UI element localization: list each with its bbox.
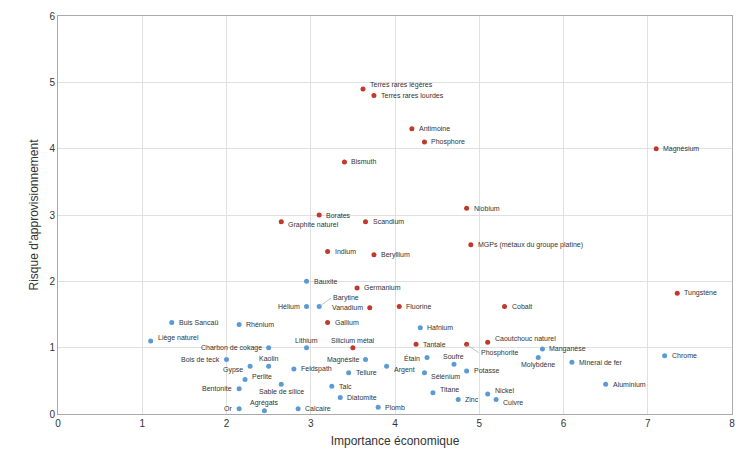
- svg-text:Phosphorite: Phosphorite: [481, 349, 518, 357]
- svg-text:Bismuth: Bismuth: [351, 158, 376, 165]
- svg-text:Hafnium: Hafnium: [427, 324, 453, 331]
- svg-text:Calcaire: Calcaire: [305, 405, 331, 412]
- svg-text:Gypse: Gypse: [223, 366, 243, 374]
- svg-text:2: 2: [224, 418, 230, 429]
- svg-text:Kaolin: Kaolin: [259, 355, 279, 362]
- svg-text:Sélénium: Sélénium: [431, 373, 460, 380]
- svg-text:Diatomite: Diatomite: [347, 394, 377, 401]
- svg-text:Charbon de cokage: Charbon de cokage: [201, 344, 262, 352]
- svg-text:Tungstène: Tungstène: [684, 289, 717, 297]
- svg-text:6: 6: [561, 418, 567, 429]
- svg-text:Lithium: Lithium: [295, 337, 318, 344]
- svg-text:Barytine: Barytine: [333, 294, 359, 302]
- svg-text:Potasse: Potasse: [474, 367, 499, 374]
- svg-text:Phosphore: Phosphore: [431, 138, 465, 146]
- svg-text:Argent: Argent: [394, 366, 415, 374]
- svg-text:MGPs (métaux du groupe platine: MGPs (métaux du groupe platine): [478, 241, 583, 249]
- svg-text:Plomb: Plomb: [385, 404, 405, 411]
- svg-text:Borates: Borates: [326, 212, 351, 219]
- svg-text:Molybdène: Molybdène: [521, 361, 555, 369]
- svg-text:Beryllium: Beryllium: [381, 251, 410, 259]
- svg-text:Aluminium: Aluminium: [613, 381, 646, 388]
- svg-text:Bentonite: Bentonite: [202, 385, 232, 392]
- svg-text:Rhénium: Rhénium: [246, 321, 274, 328]
- svg-text:Risque d'approvisionnement: Risque d'approvisionnement: [27, 139, 41, 291]
- svg-text:6: 6: [49, 11, 55, 22]
- svg-text:Sable de silice: Sable de silice: [259, 388, 304, 395]
- svg-text:Tellure: Tellure: [356, 369, 377, 376]
- svg-text:Zinc: Zinc: [465, 396, 479, 403]
- svg-text:Fluorine: Fluorine: [406, 303, 431, 310]
- svg-text:Titane: Titane: [440, 386, 459, 393]
- svg-text:Germanium: Germanium: [364, 284, 401, 291]
- svg-text:Magnésite: Magnésite: [327, 356, 359, 364]
- svg-text:7: 7: [645, 418, 651, 429]
- svg-text:Liège naturel: Liège naturel: [158, 334, 199, 342]
- svg-text:Hélium: Hélium: [278, 303, 300, 310]
- svg-text:Niobium: Niobium: [474, 205, 500, 212]
- svg-text:8: 8: [729, 418, 735, 429]
- svg-text:4: 4: [49, 143, 55, 154]
- svg-text:Caoutchouc naturel: Caoutchouc naturel: [495, 335, 556, 342]
- svg-text:Terres rares légères: Terres rares légères: [370, 81, 433, 89]
- svg-text:Perlite: Perlite: [252, 373, 272, 380]
- svg-text:4: 4: [392, 418, 398, 429]
- svg-text:Or: Or: [224, 405, 232, 412]
- svg-text:Étain: Étain: [404, 354, 420, 362]
- svg-text:Bois de teck: Bois de teck: [181, 356, 220, 363]
- svg-text:Magnésium: Magnésium: [663, 145, 699, 153]
- svg-text:Silicium métal: Silicium métal: [331, 337, 375, 344]
- svg-text:Bauxite: Bauxite: [314, 278, 337, 285]
- svg-text:0: 0: [55, 418, 61, 429]
- svg-text:Buis Sancaü: Buis Sancaü: [179, 319, 218, 326]
- svg-text:Feldspath: Feldspath: [301, 365, 332, 373]
- svg-text:Cobalt: Cobalt: [512, 303, 532, 310]
- svg-text:5: 5: [49, 77, 55, 88]
- svg-text:1: 1: [139, 418, 145, 429]
- svg-text:Talc: Talc: [339, 383, 352, 390]
- svg-text:1: 1: [49, 342, 55, 353]
- svg-text:Soufre: Soufre: [443, 353, 464, 360]
- svg-text:Antimoine: Antimoine: [419, 125, 450, 132]
- svg-text:3: 3: [49, 210, 55, 221]
- svg-text:2: 2: [49, 276, 55, 287]
- svg-text:Agrégats: Agrégats: [250, 399, 279, 407]
- svg-text:3: 3: [308, 418, 314, 429]
- svg-text:Minerai de fer: Minerai de fer: [579, 359, 622, 366]
- svg-text:Scandium: Scandium: [373, 218, 404, 225]
- svg-text:Graphite naturel: Graphite naturel: [288, 221, 339, 229]
- svg-text:Manganèse: Manganèse: [549, 345, 586, 353]
- svg-text:Terres rares lourdes: Terres rares lourdes: [381, 92, 444, 99]
- svg-text:Importance économique: Importance économique: [331, 434, 460, 448]
- svg-text:Indium: Indium: [335, 248, 356, 255]
- svg-text:Nickel: Nickel: [495, 387, 515, 394]
- svg-text:Tantale: Tantale: [423, 341, 446, 348]
- svg-text:5: 5: [476, 418, 482, 429]
- svg-text:Vanadium: Vanadium: [332, 304, 363, 311]
- svg-text:0: 0: [49, 409, 55, 420]
- svg-text:Gallium: Gallium: [335, 319, 359, 326]
- svg-text:Cuivre: Cuivre: [503, 399, 523, 406]
- svg-text:Chrome: Chrome: [672, 352, 697, 359]
